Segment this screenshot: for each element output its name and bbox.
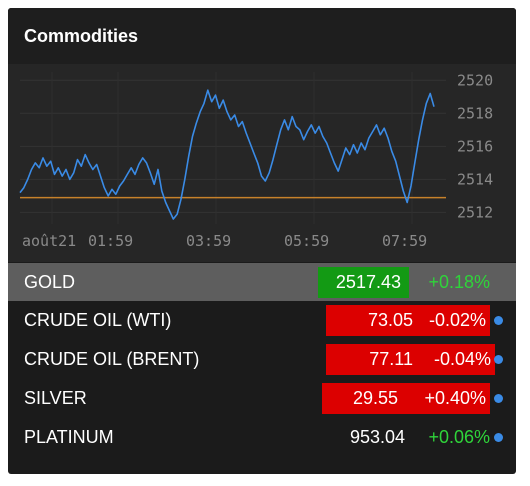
commodity-price: 73.05 [326,305,421,336]
commodities-widget: Commodities 2512 2514 2516 2518 2520 août21 01… [8,8,516,474]
widget-title: Commodities [24,26,139,46]
commodity-row-crude-oil-wti[interactable]: CRUDE OIL (WTI) 73.05 -0.02% [8,301,516,340]
commodity-name: SILVER [24,388,87,408]
commodity-name: GOLD [24,272,76,292]
price-series-line [19,89,435,220]
y-tick-label: 2514 [457,170,493,188]
x-tick-label: 05:59 [284,232,329,250]
x-tick-label: 01:59 [88,232,133,250]
price-chart[interactable]: 2512 2514 2516 2518 2520 août21 01:59 03:59 05:5… [8,64,516,262]
commodity-row-crude-oil-brent[interactable]: CRUDE OIL (BRENT) 77.11 -0.04% [8,340,516,379]
x-tick-label: août21 [22,232,76,250]
commodity-name: CRUDE OIL (WTI) [24,310,172,330]
x-tick-label: 07:59 [382,232,427,250]
commodity-row-gold[interactable]: GOLD 2517.43 +0.18% [8,263,516,301]
watch-dot-icon[interactable] [494,316,503,325]
watch-dot-icon[interactable] [494,394,503,403]
commodity-price: 953.04 [349,427,405,447]
watch-dot-icon[interactable] [494,355,503,364]
commodity-change: -0.04% [421,344,495,375]
commodity-change: -0.02% [421,305,490,336]
y-tick-label: 2520 [457,71,493,89]
commodity-price: 2517.43 [318,267,409,298]
commodity-name: PLATINUM [24,427,114,447]
x-tick-label: 03:59 [186,232,231,250]
y-tick-label: 2512 [457,203,493,221]
commodity-row-platinum[interactable]: PLATINUM 953.04 +0.06% [8,418,516,457]
commodity-list: GOLD 2517.43 +0.18% CRUDE OIL (WTI) 73.0… [8,263,516,457]
y-tick-label: 2516 [457,137,493,155]
commodity-row-silver[interactable]: SILVER 29.55 +0.40% [8,379,516,418]
commodity-change: +0.06% [428,427,490,447]
y-tick-label: 2518 [457,104,493,122]
commodity-price: 77.11 [326,344,421,375]
chart-svg: 2512 2514 2516 2518 2520 août21 01:59 03:59 05:5… [19,71,493,250]
commodity-price: 29.55 [322,383,406,414]
commodity-change: +0.18% [428,272,490,292]
commodity-name: CRUDE OIL (BRENT) [24,349,200,369]
widget-header: Commodities [8,8,516,64]
watch-dot-icon[interactable] [494,433,503,442]
commodity-change: +0.40% [406,383,490,414]
